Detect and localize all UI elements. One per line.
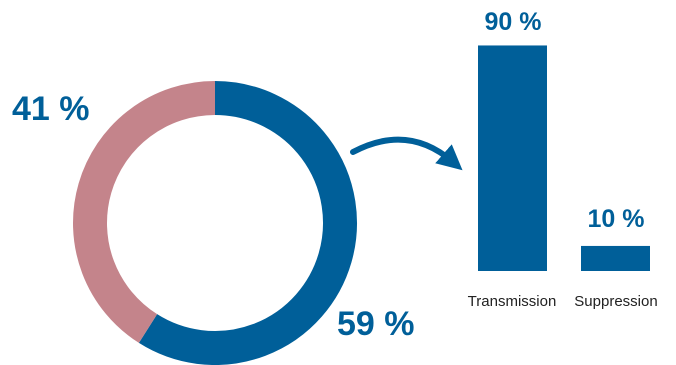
bar-transmission (478, 45, 547, 272)
bar-category-label-suppression: Suppression (574, 293, 657, 310)
bar-category-label-transmission: Transmission (468, 293, 557, 310)
bar-value-label-suppression: 10 % (588, 205, 645, 233)
donut-slice-secondary (73, 81, 216, 343)
curved-arrow-icon (350, 136, 463, 171)
donut-slice-label-secondary: 41 % (12, 90, 90, 128)
bar-suppression (581, 245, 650, 271)
bar-chart (478, 45, 650, 272)
bar-value-label-transmission: 90 % (485, 8, 542, 36)
donut-chart (73, 81, 357, 365)
donut-slice-label-primary: 59 % (337, 305, 415, 343)
donut-slice-primary (138, 81, 357, 365)
